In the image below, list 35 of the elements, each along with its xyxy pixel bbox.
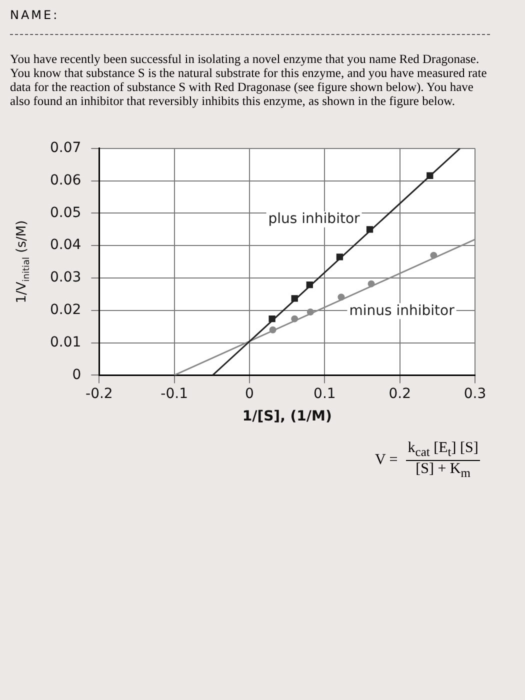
text: V =	[375, 452, 398, 469]
y-tick-label: 0	[72, 366, 82, 383]
y-tick-label: 0.06	[50, 172, 82, 188]
y-tick-label: 0.07	[50, 140, 82, 156]
text: You have recently been successful in isolating a novel enzyme that you name Red Dragonase. You know that substance S is the natural substrate for this enzyme, and you have measured rate data for the reaction of substance S with Red Dragonase (see figure shown below). You have also found an inhibitor that reversibly inhibits this enzyme, as shown in the figure below.	[10, 52, 488, 108]
text: NAME:	[10, 8, 60, 22]
point	[426, 172, 434, 179]
x-tick-label: -0.2	[86, 386, 113, 402]
point	[306, 308, 314, 316]
y-tick-label: 0.01	[50, 334, 82, 350]
y-tick-label: 0.02	[50, 302, 82, 318]
point	[338, 294, 345, 301]
point	[291, 295, 298, 302]
y-tick-label: 0.03	[50, 270, 82, 286]
x-tick-label: 0.2	[388, 386, 411, 402]
y-tick-label: 0.05	[50, 204, 82, 221]
x-tick-label: -0.1	[160, 386, 188, 402]
y-axis-title: 1/Vinitial (s/M)	[14, 220, 32, 304]
text: [S] + K$_{m}$	[416, 461, 470, 481]
x-tick-label: 0	[245, 386, 254, 402]
point	[336, 254, 344, 260]
series-label: minus inhibitor	[349, 302, 455, 319]
x-axis-title: 1/[S], (1/M)	[242, 408, 332, 425]
x-tick-label: 0.1	[314, 386, 336, 402]
point	[366, 226, 374, 233]
point	[269, 326, 276, 334]
text: k$_{cat}$ [E$_{t}$] [S]	[406, 440, 480, 461]
y-tick-label: 0.04	[50, 237, 82, 254]
point	[368, 280, 375, 288]
point	[291, 315, 298, 322]
x-tick-label: 0.3	[464, 386, 486, 402]
point	[430, 252, 438, 259]
point	[268, 315, 276, 322]
point	[306, 281, 313, 288]
series-label: plus inhibitor	[268, 211, 360, 228]
